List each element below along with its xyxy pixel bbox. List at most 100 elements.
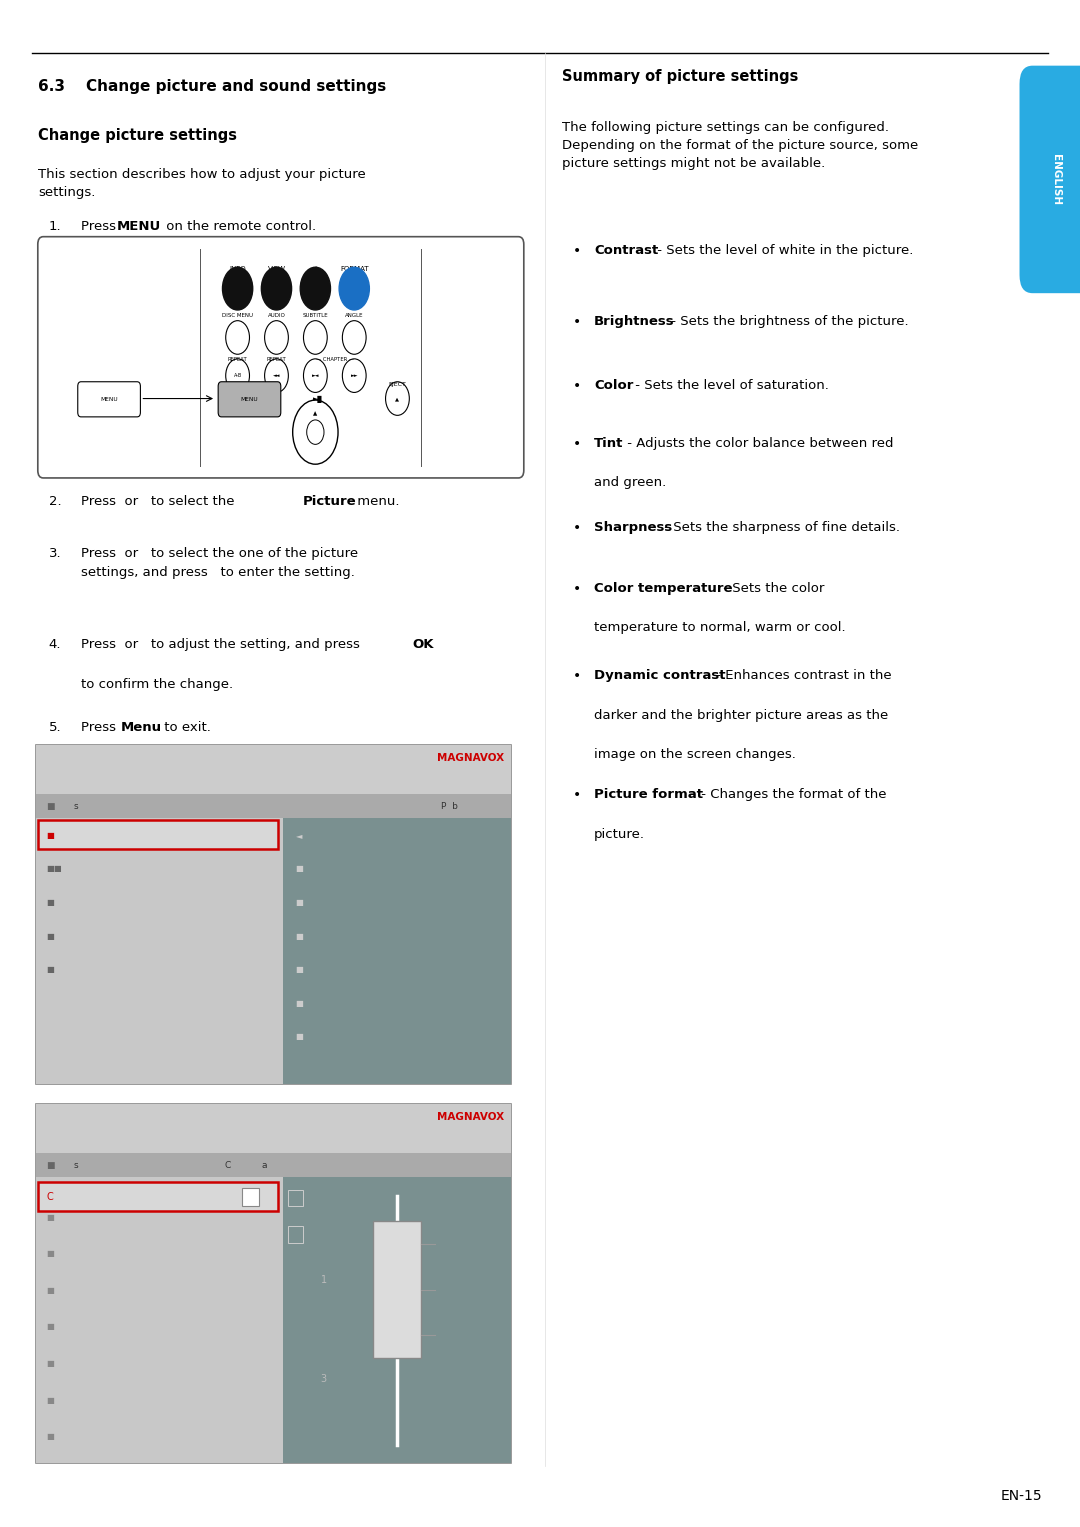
Text: OK: OK <box>413 638 434 652</box>
Circle shape <box>300 267 330 310</box>
Text: The following picture settings can be configured.
Depending on the format of the: The following picture settings can be co… <box>562 121 918 169</box>
Text: ■: ■ <box>296 965 303 974</box>
Text: EXIT: EXIT <box>244 382 257 386</box>
Text: ■: ■ <box>46 931 54 941</box>
Text: ■: ■ <box>46 1359 54 1368</box>
Text: •: • <box>572 521 581 534</box>
Text: EN-15: EN-15 <box>1000 1489 1042 1503</box>
Text: ✓: ✓ <box>312 266 319 272</box>
Text: REPEAT: REPEAT <box>267 357 286 362</box>
FancyBboxPatch shape <box>38 237 524 478</box>
Text: image on the screen changes.: image on the screen changes. <box>594 748 796 762</box>
Text: •: • <box>572 379 581 392</box>
Text: •: • <box>572 582 581 596</box>
FancyBboxPatch shape <box>1020 66 1080 293</box>
FancyBboxPatch shape <box>38 820 279 849</box>
Text: VIEW: VIEW <box>268 266 285 272</box>
Text: - Sets the level of white in the picture.: - Sets the level of white in the picture… <box>652 244 913 258</box>
Text: P  b: P b <box>441 802 458 811</box>
Text: temperature to normal, warm or cool.: temperature to normal, warm or cool. <box>594 621 846 635</box>
Text: Summary of picture settings: Summary of picture settings <box>562 69 798 84</box>
Text: Picture format: Picture format <box>594 788 703 802</box>
Text: DISC MENU: DISC MENU <box>222 313 253 318</box>
Text: ▲: ▲ <box>313 411 318 417</box>
Circle shape <box>261 267 292 310</box>
Text: Color: Color <box>594 379 633 392</box>
FancyBboxPatch shape <box>78 382 140 417</box>
Text: EXIT: EXIT <box>104 382 117 386</box>
Text: C: C <box>46 1193 53 1202</box>
Text: SUBTITLE: SUBTITLE <box>302 313 328 318</box>
Text: •: • <box>572 788 581 802</box>
Text: •: • <box>572 669 581 683</box>
Text: ■: ■ <box>296 1032 303 1041</box>
Text: 1: 1 <box>321 1275 326 1284</box>
Text: A-B: A-B <box>233 373 242 379</box>
Text: ◄: ◄ <box>296 831 302 840</box>
Text: 4.: 4. <box>49 638 62 652</box>
Text: a: a <box>261 1161 267 1170</box>
Text: Menu: Menu <box>121 721 162 734</box>
Text: ■: ■ <box>46 1212 54 1222</box>
FancyBboxPatch shape <box>373 1222 420 1359</box>
Text: ■: ■ <box>296 864 303 873</box>
Text: ■: ■ <box>46 1161 55 1170</box>
Text: MAGNAVOX: MAGNAVOX <box>437 1112 504 1122</box>
Text: FORMAT: FORMAT <box>340 266 368 272</box>
Text: Press  or   to select the one of the picture
settings, and press   to enter the : Press or to select the one of the pictur… <box>81 547 359 579</box>
Text: MAGNAVOX: MAGNAVOX <box>437 753 504 764</box>
Text: ■: ■ <box>46 1432 54 1441</box>
Text: ANGLE: ANGLE <box>345 313 364 318</box>
Text: Tint: Tint <box>594 437 623 450</box>
Text: •: • <box>572 437 581 450</box>
Text: ◄◄: ◄◄ <box>273 373 280 379</box>
Text: Contrast: Contrast <box>594 244 658 258</box>
Text: 6.3    Change picture and sound settings: 6.3 Change picture and sound settings <box>38 79 386 95</box>
Text: ENGLISH: ENGLISH <box>1051 154 1062 205</box>
Text: ▲: ▲ <box>395 395 400 402</box>
Text: darker and the brighter picture areas as the: darker and the brighter picture areas as… <box>594 709 888 722</box>
Text: ■: ■ <box>46 1286 54 1295</box>
Text: ■: ■ <box>296 999 303 1008</box>
Text: picture.: picture. <box>594 828 645 841</box>
FancyBboxPatch shape <box>36 1104 511 1153</box>
Text: ■: ■ <box>46 802 55 811</box>
Text: 5.: 5. <box>49 721 62 734</box>
Text: MENU: MENU <box>117 220 161 234</box>
Text: C: C <box>225 1161 231 1170</box>
FancyBboxPatch shape <box>36 745 511 794</box>
FancyBboxPatch shape <box>218 382 281 417</box>
Text: 3.: 3. <box>49 547 62 560</box>
Text: AUDIO: AUDIO <box>268 313 285 318</box>
Text: Color temperature: Color temperature <box>594 582 732 596</box>
Text: ■: ■ <box>46 898 54 907</box>
Text: - Sets the level of saturation.: - Sets the level of saturation. <box>631 379 828 392</box>
FancyBboxPatch shape <box>36 1177 283 1463</box>
Text: s: s <box>73 1161 78 1170</box>
Text: Sharpness: Sharpness <box>594 521 672 534</box>
Text: to exit.: to exit. <box>160 721 211 734</box>
Text: Press  or   to adjust the setting, and press: Press or to adjust the setting, and pres… <box>81 638 364 652</box>
Text: •: • <box>572 244 581 258</box>
Text: ►▊: ►▊ <box>313 395 324 403</box>
FancyBboxPatch shape <box>36 1153 511 1177</box>
Text: - Sets the color: - Sets the color <box>719 582 824 596</box>
Text: ■■: ■■ <box>46 864 63 873</box>
Text: MENU: MENU <box>241 397 258 402</box>
Text: ■: ■ <box>296 931 303 941</box>
Text: menu.: menu. <box>353 495 400 508</box>
Text: ■: ■ <box>296 898 303 907</box>
Text: ■: ■ <box>46 831 54 840</box>
Text: ►►: ►► <box>351 373 357 379</box>
FancyBboxPatch shape <box>242 1188 259 1206</box>
FancyBboxPatch shape <box>36 745 511 1084</box>
FancyBboxPatch shape <box>283 818 511 1084</box>
FancyBboxPatch shape <box>36 818 283 1084</box>
Text: ■: ■ <box>46 1322 54 1332</box>
Text: ►◄: ►◄ <box>312 373 319 379</box>
Text: — CHAPTER —: — CHAPTER — <box>315 357 354 362</box>
Circle shape <box>339 267 369 310</box>
Text: EJECT: EJECT <box>389 382 406 386</box>
Text: Change picture settings: Change picture settings <box>38 128 237 144</box>
Text: Press  or   to select the: Press or to select the <box>81 495 239 508</box>
